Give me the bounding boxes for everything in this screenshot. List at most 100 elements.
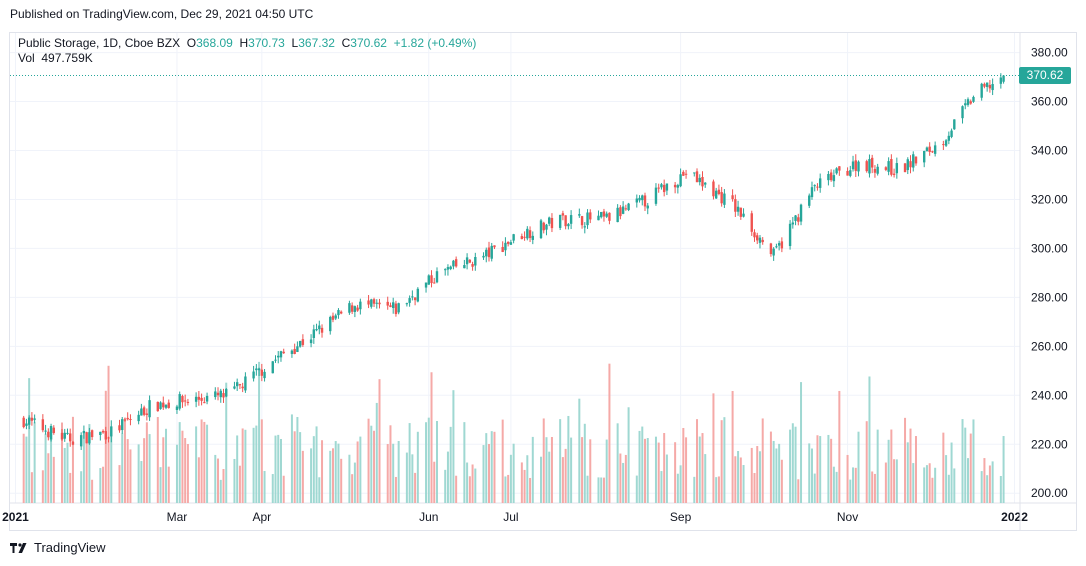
volume-bar bbox=[605, 439, 608, 503]
chart-legend: Public Storage, 1D, Cboe BZX O368.09 H37… bbox=[18, 35, 476, 52]
candle-body bbox=[449, 266, 452, 270]
volume-bar bbox=[507, 474, 510, 503]
volume-bar bbox=[411, 454, 414, 503]
volume-bar bbox=[696, 419, 699, 503]
candle-body bbox=[884, 167, 888, 170]
volume-bar bbox=[895, 459, 898, 503]
candle-body bbox=[85, 432, 88, 444]
volume-bar bbox=[589, 439, 592, 503]
volume-bar bbox=[408, 423, 411, 503]
volume-bar bbox=[184, 438, 187, 503]
candle-body bbox=[197, 396, 201, 400]
volume-bar bbox=[490, 431, 493, 503]
tradingview-brand[interactable]: TradingView bbox=[10, 540, 106, 555]
volume-bar bbox=[356, 441, 359, 503]
candle-body bbox=[282, 351, 285, 354]
volume-bar bbox=[452, 390, 455, 503]
candle-body bbox=[219, 390, 222, 398]
candle-body bbox=[868, 159, 871, 174]
volume-bar bbox=[797, 479, 800, 503]
candle-body bbox=[271, 361, 274, 374]
volume-bar bbox=[893, 459, 896, 503]
candle-body bbox=[501, 246, 504, 253]
candle-body bbox=[895, 163, 899, 174]
candle-body bbox=[454, 259, 458, 267]
volume-bar bbox=[627, 407, 630, 503]
candle-body bbox=[660, 184, 663, 188]
candle-body bbox=[348, 303, 351, 313]
candle-body bbox=[892, 173, 896, 175]
candle-body bbox=[693, 172, 696, 174]
candle-body bbox=[627, 203, 630, 211]
x-tick-label: Nov bbox=[837, 510, 858, 524]
candle-body bbox=[791, 222, 795, 225]
volume-bar bbox=[712, 393, 715, 503]
volume-bar bbox=[734, 456, 737, 503]
candle-body bbox=[446, 267, 450, 270]
candle-body bbox=[600, 211, 603, 218]
volume-bar bbox=[99, 468, 102, 503]
volume-bar bbox=[931, 477, 934, 503]
published-note: Published on TradingView.com, Dec 29, 20… bbox=[10, 7, 314, 21]
candle-body bbox=[205, 395, 209, 402]
candle-body bbox=[482, 255, 485, 258]
candle-body bbox=[386, 301, 389, 306]
volume-bar bbox=[750, 447, 753, 503]
volume-bar bbox=[44, 433, 47, 503]
volume-bar bbox=[775, 448, 778, 503]
candle-body bbox=[69, 433, 72, 442]
volume-bar bbox=[742, 465, 745, 503]
candle-body bbox=[79, 435, 83, 447]
x-tick-label: 2022 bbox=[1001, 510, 1028, 524]
volume-bar bbox=[873, 473, 876, 503]
candle-body bbox=[966, 99, 970, 105]
candle-body bbox=[914, 156, 918, 164]
volume-bar bbox=[471, 464, 474, 503]
volume-bar bbox=[148, 434, 151, 503]
volume-bar bbox=[876, 429, 879, 503]
candle-body bbox=[813, 185, 816, 187]
volume-bar bbox=[934, 467, 937, 503]
candle-body bbox=[25, 423, 28, 426]
candle-body bbox=[523, 236, 526, 238]
volume-bar bbox=[619, 453, 622, 503]
candle-body bbox=[912, 154, 915, 168]
volume-bar bbox=[156, 416, 159, 503]
volume-bar bbox=[731, 390, 734, 503]
volume-bar bbox=[386, 444, 389, 503]
volume-bar bbox=[140, 461, 143, 503]
candle-body bbox=[66, 432, 69, 434]
candle-body bbox=[408, 298, 411, 303]
candle-body bbox=[356, 307, 359, 311]
volume-bar bbox=[33, 422, 36, 503]
volume-bar bbox=[654, 436, 657, 503]
volume-bar bbox=[570, 437, 573, 503]
candle-body bbox=[717, 189, 721, 195]
candle-body bbox=[720, 192, 723, 204]
volume-bar bbox=[61, 422, 64, 503]
volume-bar bbox=[181, 430, 184, 503]
candle-body bbox=[925, 147, 929, 152]
volume-bar bbox=[397, 441, 400, 503]
candle-body bbox=[818, 178, 822, 188]
volume-bar bbox=[102, 466, 105, 503]
volume-bar bbox=[121, 433, 124, 503]
volume-bar bbox=[698, 436, 701, 503]
candle-body bbox=[181, 396, 184, 403]
candle-body bbox=[121, 419, 124, 431]
candle-body bbox=[947, 135, 951, 141]
candle-body bbox=[838, 166, 841, 171]
candle-body bbox=[665, 183, 669, 191]
volume-bar bbox=[28, 378, 31, 503]
volume-bar bbox=[753, 472, 756, 503]
candle-body bbox=[931, 151, 934, 153]
volume-bar bbox=[296, 417, 299, 503]
volume-bar bbox=[682, 427, 685, 503]
volume-bar bbox=[252, 427, 255, 503]
candle-body bbox=[490, 245, 493, 259]
candle-body bbox=[129, 419, 132, 421]
candle-body bbox=[225, 389, 228, 397]
candle-body bbox=[339, 311, 343, 314]
volume-bar bbox=[435, 421, 438, 503]
